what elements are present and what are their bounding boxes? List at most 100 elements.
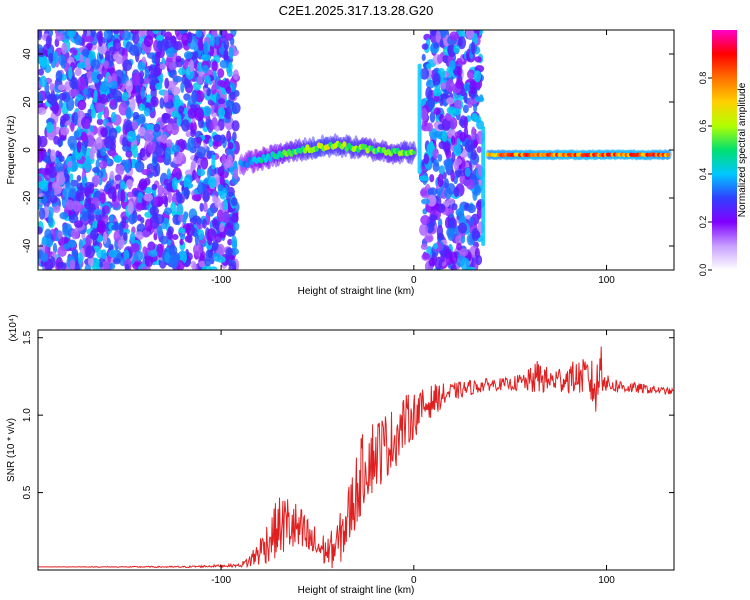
y-tick-label: 1.5 [22, 330, 33, 344]
noise-speckle [138, 113, 146, 125]
noise-speckle [455, 78, 464, 90]
noise-speckle [456, 65, 462, 77]
noise-speckle [41, 236, 48, 246]
signal-point [411, 150, 416, 155]
noise-speckle [50, 149, 56, 163]
noise-speckle [117, 239, 125, 250]
vertical-streak [481, 126, 486, 246]
noise-speckle [421, 53, 426, 62]
noise-speckle [178, 105, 185, 114]
noise-speckle [60, 126, 70, 136]
noise-speckle [55, 150, 61, 158]
noise-speckle [151, 183, 158, 191]
noise-speckle [166, 168, 171, 180]
noise-speckle [210, 35, 215, 47]
noise-speckle [444, 248, 452, 259]
noise-speckle [231, 120, 240, 132]
noise-speckle [52, 242, 58, 255]
noise-speckle [112, 30, 120, 35]
noise-speckle [79, 54, 84, 65]
x-tick-label: -100 [211, 275, 231, 286]
noise-speckle [47, 181, 53, 192]
y-tick-label: 0 [22, 147, 33, 153]
noise-speckle [100, 147, 107, 157]
noise-speckle [453, 144, 462, 157]
noise-speckle [217, 166, 225, 177]
noise-speckle [449, 117, 458, 130]
noise-speckle [419, 223, 429, 236]
noise-speckle [96, 220, 106, 234]
spectrogram-x-ticks: -100 0 100 [211, 30, 615, 286]
noise-speckle [134, 161, 141, 169]
noise-speckle [469, 80, 477, 95]
noise-speckle [92, 167, 101, 173]
y-tick-label: 1.0 [22, 408, 33, 422]
noise-speckle [202, 184, 207, 193]
noise-speckle [103, 30, 112, 40]
noise-speckle [193, 51, 199, 59]
noise-speckle [427, 187, 438, 197]
noise-speckle [132, 31, 140, 44]
noise-speckle [152, 129, 162, 138]
noise-speckle [81, 131, 87, 143]
noise-speckle [203, 40, 209, 55]
noise-speckle [206, 88, 211, 97]
noise-speckle [120, 189, 126, 203]
noise-speckle [108, 46, 116, 55]
noise-speckle [186, 223, 190, 236]
noise-speckle [471, 112, 478, 122]
noise-speckle [187, 136, 195, 151]
noise-speckle [62, 223, 72, 234]
noise-speckle [109, 170, 115, 180]
noise-speckle [76, 140, 82, 153]
noise-speckle [199, 202, 204, 212]
noise-speckle [446, 183, 456, 195]
noise-speckle [166, 182, 173, 192]
noise-speckle [81, 211, 90, 222]
noise-speckle [115, 164, 125, 175]
noise-speckle [69, 186, 77, 199]
noise-speckle [179, 30, 187, 34]
noise-speckle [77, 99, 87, 111]
noise-speckle [108, 80, 118, 90]
noise-speckle [140, 217, 145, 224]
noise-speckle [201, 54, 211, 61]
noise-speckle [231, 212, 239, 223]
noise-speckle [190, 128, 196, 138]
noise-speckle [176, 191, 183, 204]
noise-speckle [470, 149, 477, 161]
noise-speckle [92, 220, 99, 229]
noise-speckle [208, 176, 217, 189]
noise-speckle [45, 35, 52, 49]
noise-speckle [159, 63, 166, 70]
noise-speckle [469, 216, 475, 226]
noise-speckle [437, 173, 444, 188]
noise-speckle [226, 154, 233, 165]
noise-speckle [99, 261, 104, 268]
noise-speckle [143, 107, 151, 117]
noise-speckle [57, 84, 66, 91]
noise-speckle [170, 122, 180, 136]
noise-speckle [205, 249, 212, 262]
spectrogram-plot-area [38, 30, 672, 270]
noise-speckle [135, 231, 144, 240]
noise-speckle [435, 30, 441, 43]
noise-speckle [126, 191, 134, 198]
noise-speckle [38, 135, 48, 148]
noise-speckle [115, 125, 122, 133]
colorbar-gradient [712, 30, 737, 270]
noise-speckle [38, 68, 44, 76]
noise-speckle [464, 83, 470, 92]
noise-speckle [426, 63, 432, 70]
noise-speckle [85, 118, 91, 130]
noise-speckle [421, 43, 429, 50]
noise-speckle [60, 115, 67, 125]
noise-speckle [195, 30, 203, 38]
noise-speckle [445, 78, 455, 93]
noise-speckle [467, 203, 476, 214]
noise-speckle [87, 212, 95, 221]
noise-speckle [40, 252, 49, 263]
noise-speckle [212, 252, 222, 262]
noise-speckle [460, 257, 470, 270]
noise-speckle [126, 179, 134, 189]
